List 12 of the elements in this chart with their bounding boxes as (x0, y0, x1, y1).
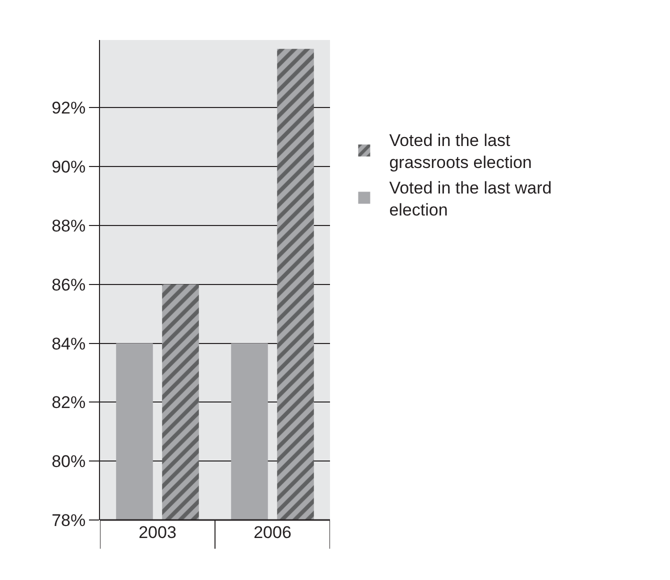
y-tick-label: 92% (52, 98, 86, 118)
legend-label: Voted in the last ward election (389, 178, 552, 220)
x-tick-label: 2003 (138, 523, 176, 542)
y-tick-label: 86% (52, 275, 86, 294)
y-tick-label: 88% (52, 216, 86, 236)
y-tick-label: 90% (52, 158, 86, 177)
text: Voted in the last grassroots election (389, 131, 532, 172)
y-tick-label: 80% (52, 452, 86, 472)
y-tick-label: 82% (52, 393, 86, 412)
x-tick-label: 2006 (254, 523, 292, 542)
y-tick-label: 78% (52, 510, 86, 530)
y-tick-label: 84% (52, 334, 86, 354)
